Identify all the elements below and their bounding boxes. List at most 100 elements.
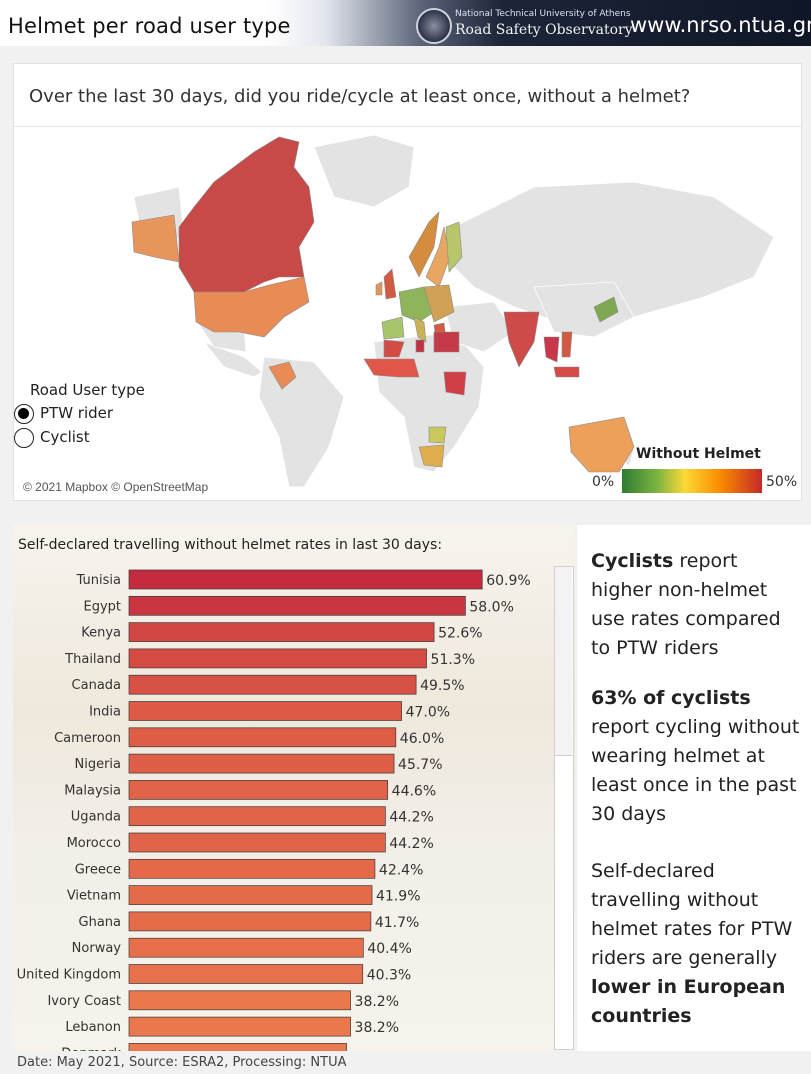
bar-value-label: 47.0% <box>406 705 450 721</box>
radio-unselected-icon[interactable] <box>14 428 34 448</box>
bar-category-label: Greece <box>75 862 121 877</box>
country-west-africa <box>363 358 420 378</box>
insight-3-bold: lower in European countries <box>591 976 786 1027</box>
radio-cyclist[interactable]: Cyclist <box>14 426 134 448</box>
insight-2: 63% of cyclists report cycling without w… <box>591 684 801 829</box>
bar-norway[interactable] <box>128 937 364 958</box>
bar-category-label: Vietnam <box>67 889 121 904</box>
bar-ivory-coast[interactable] <box>128 990 351 1011</box>
road-user-type-label: Road User type <box>30 381 145 399</box>
bar-value-label: 42.4% <box>379 862 423 878</box>
bar-category-label: Egypt <box>83 599 121 614</box>
country-vietnam <box>561 331 573 358</box>
bar-cameroon[interactable] <box>128 727 397 748</box>
insight-3: Self-declared travelling without helmet … <box>591 857 801 1031</box>
chart-scrollbar-thumb[interactable] <box>555 567 572 756</box>
bar-category-label: Kenya <box>81 626 121 641</box>
bar-malaysia[interactable] <box>128 780 389 800</box>
org-name: National Technical University of Athens <box>455 9 631 19</box>
bar-value-label: 60.9% <box>486 573 530 589</box>
bar-category-label: Lebanon <box>65 1020 121 1035</box>
country-southern-africa-b <box>418 444 445 468</box>
land-south-america <box>258 356 345 488</box>
bar-denmark[interactable] <box>128 1043 347 1051</box>
bar-chart-card: Self-declared travelling without helmet … <box>13 525 575 1051</box>
bar-category-label: Uganda <box>71 810 121 825</box>
country-australia <box>568 416 635 473</box>
bar-value-label: 51.3% <box>431 652 475 668</box>
map-card: Over the last 30 days, did you ride/cycl… <box>13 63 802 501</box>
country-western-europe <box>398 286 435 323</box>
insight-1: Cyclists report higher non-helmet use ra… <box>591 547 801 663</box>
country-norway <box>408 211 440 278</box>
color-legend-gradient <box>622 469 762 493</box>
land-central-america <box>202 341 263 378</box>
bar-greece[interactable] <box>128 858 376 879</box>
country-canada <box>178 136 315 293</box>
bar-canada[interactable] <box>128 674 417 695</box>
bar-value-label: 41.7% <box>375 915 419 931</box>
country-ireland <box>375 281 383 296</box>
bar-india[interactable] <box>128 701 402 721</box>
country-malaysia <box>553 366 580 378</box>
radio-ptw-rider[interactable]: PTW rider <box>14 402 134 424</box>
bar-morocco[interactable] <box>128 832 386 853</box>
country-thailand <box>543 336 560 363</box>
bar-category-label: Thailand <box>64 652 121 667</box>
country-east-africa <box>443 371 467 396</box>
country-egypt <box>433 331 460 353</box>
bar-category-label: Tunisia <box>76 573 121 588</box>
bar-value-label: 45.7% <box>398 757 442 773</box>
radio-label-cyclist: Cyclist <box>40 428 90 446</box>
insight-1-text: report higher non-helmet use rates compa… <box>591 550 781 659</box>
bar-value-label: 44.2% <box>389 810 433 826</box>
bar-uganda[interactable] <box>128 806 386 827</box>
map-divider <box>14 126 801 127</box>
bar-value-label: 38.2% <box>355 1020 399 1036</box>
country-italy <box>413 316 427 343</box>
bar-vietnam[interactable] <box>128 885 373 905</box>
map-question: Over the last 30 days, did you ride/cycl… <box>29 86 691 107</box>
bar-category-label: India <box>89 705 121 720</box>
header-banner: Helmet per road user type National Techn… <box>0 0 811 46</box>
bar-egypt[interactable] <box>128 595 466 616</box>
bar-ghana[interactable] <box>128 911 372 932</box>
bar-thailand[interactable] <box>128 648 427 669</box>
country-southern-africa-a <box>428 426 447 444</box>
map-copyright[interactable]: © 2021 Mapbox © OpenStreetMap <box>23 480 209 494</box>
university-seal-logo <box>416 8 452 44</box>
insights-panel: Cyclists report higher non-helmet use ra… <box>577 525 811 1051</box>
bar-kenya[interactable] <box>128 622 435 642</box>
insight-2-bold: 63% of cyclists <box>591 687 751 709</box>
radio-label-ptw-rider: PTW rider <box>40 404 114 422</box>
bar-nigeria[interactable] <box>128 753 395 774</box>
land-china <box>533 281 635 338</box>
bar-category-label: Morocco <box>67 836 121 851</box>
bar-value-label: 40.4% <box>367 941 411 957</box>
bar-category-label: United Kingdom <box>17 968 121 983</box>
bar-category-label: Ghana <box>79 915 122 930</box>
color-legend-title: Without Helmet <box>636 446 761 462</box>
country-alaska-us <box>131 214 180 263</box>
country-iberia <box>381 316 405 340</box>
bar-united-kingdom[interactable] <box>128 964 364 984</box>
bar-category-label: Norway <box>72 941 122 956</box>
bar-category-label: Denmark <box>61 1046 121 1051</box>
bar-chart: Tunisia 60.9% Egypt 58.0% Kenya 52.6% Thailand… <box>17 569 531 1051</box>
radio-selected-icon[interactable] <box>14 404 34 424</box>
bar-category-label: Canada <box>72 678 121 693</box>
insight-1-bold: Cyclists <box>591 550 674 572</box>
country-mexico-area <box>268 361 297 390</box>
bar-tunisia[interactable] <box>128 569 483 590</box>
bar-lebanon[interactable] <box>128 1016 351 1037</box>
country-japan <box>593 296 619 323</box>
bar-value-label: 58.0% <box>469 599 513 615</box>
country-morocco <box>383 339 405 358</box>
bar-category-label: Malaysia <box>64 783 121 798</box>
land-greenland <box>313 134 415 208</box>
color-legend-max: 50% <box>766 474 798 490</box>
country-eastern-europe <box>423 284 455 323</box>
world-map[interactable] <box>14 127 801 500</box>
source-footer: Date: May 2021, Source: ESRA2, Processin… <box>17 1055 347 1070</box>
bar-category-label: Ivory Coast <box>47 994 121 1009</box>
